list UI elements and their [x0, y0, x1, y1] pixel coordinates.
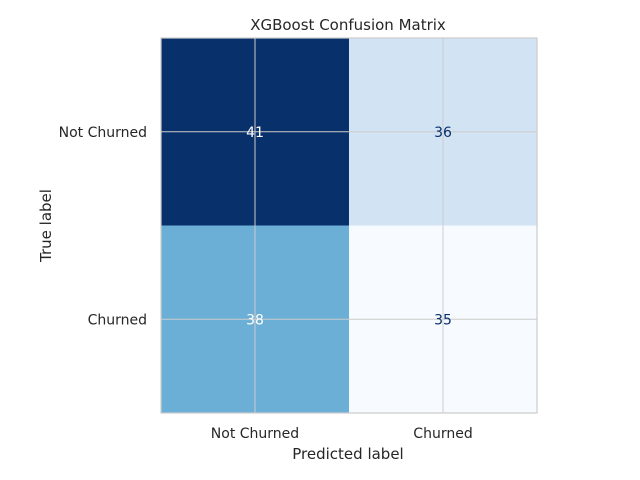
- cell-value: 35: [434, 312, 452, 328]
- x-axis-label: Predicted label: [292, 445, 403, 463]
- x-tick-labels: Not Churned Churned: [211, 426, 473, 442]
- plot-frame: [160, 37, 538, 414]
- cell-value: 36: [434, 125, 452, 141]
- x-tick-label: Not Churned: [211, 426, 299, 442]
- cell-value: 38: [246, 312, 264, 328]
- cell-value-labels: 41 36 38 35: [246, 125, 452, 329]
- chart-title: XGBoost Confusion Matrix: [250, 16, 446, 34]
- y-tick-label: Churned: [88, 312, 147, 328]
- x-tick-label: Churned: [413, 426, 472, 442]
- cell-value: 41: [246, 125, 264, 141]
- heatmap-cells: [161, 38, 537, 413]
- y-axis-label: True label: [37, 189, 55, 263]
- grid-lines: [161, 38, 537, 413]
- y-tick-label: Not Churned: [59, 125, 147, 141]
- y-tick-labels: Not Churned Churned: [59, 125, 147, 329]
